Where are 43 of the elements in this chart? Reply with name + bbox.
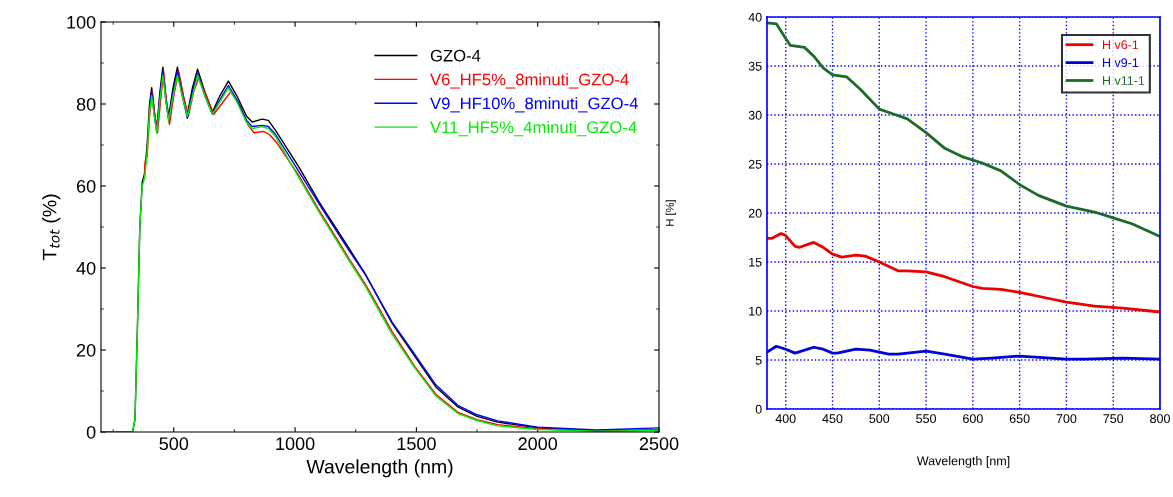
x-tick-label: 700: [1056, 414, 1077, 424]
y-tick-label: 15: [749, 257, 762, 267]
x-tick-label: 550: [916, 414, 937, 424]
legend-label: GZO-4: [430, 49, 481, 62]
y-axis-title: T$_{tot}$ (%): [42, 194, 61, 261]
x-tick-label: 400: [775, 414, 796, 424]
y-tick-label: 40: [748, 12, 762, 22]
line-series: [767, 232, 1160, 314]
x-tick-label: 1500: [397, 437, 436, 451]
y-tick-label: 30: [748, 110, 762, 120]
y-tick-label: 60: [76, 179, 96, 193]
y-tick-label: 20: [748, 208, 762, 218]
x-tick-label: 2500: [639, 437, 679, 451]
y-tick-label: 0: [86, 425, 96, 439]
x-tick-label: 650: [1009, 414, 1030, 424]
x-tick-label: 1000: [276, 437, 315, 451]
y-tick-label: 80: [76, 97, 96, 111]
x-tick-label: 600: [963, 414, 983, 424]
y-tick-label: 100: [67, 15, 96, 29]
line-series: [767, 21, 1160, 238]
y-tick-label: 5: [755, 355, 762, 365]
y-tick-label: 25: [748, 159, 762, 169]
y-tick-label: 20: [76, 343, 96, 357]
x-tick-label: 750: [1103, 414, 1124, 424]
x-tick-label: 500: [869, 414, 890, 424]
legend-label: H v6-1: [1103, 40, 1139, 50]
y-axis-title: H [%]: [665, 200, 677, 226]
y-tick-label: 10: [749, 306, 762, 316]
legend-label: H v11-1: [1103, 76, 1145, 85]
legend-label: V9_HF10%_8minuti_GZO-4: [430, 97, 638, 113]
x-tick-label: 2000: [518, 437, 558, 451]
x-tick-label: 450: [822, 414, 843, 424]
line-series: [767, 344, 1160, 361]
legend-label: H v9-1: [1103, 58, 1139, 68]
legend-label: V6_HF5%_8minuti_GZO-4: [430, 73, 629, 89]
x-axis-title: Wavelength [nm]: [916, 456, 1010, 468]
legend-label: V11_HF5%_4minuti_GZO-4: [430, 120, 637, 137]
x-axis-title: Wavelength (nm): [306, 459, 453, 478]
x-tick-label: 500: [159, 437, 189, 451]
y-tick-label: 35: [748, 61, 762, 71]
y-tick-label: 0: [755, 404, 762, 414]
x-tick-label: 800: [1150, 414, 1170, 424]
y-tick-label: 40: [76, 261, 96, 275]
